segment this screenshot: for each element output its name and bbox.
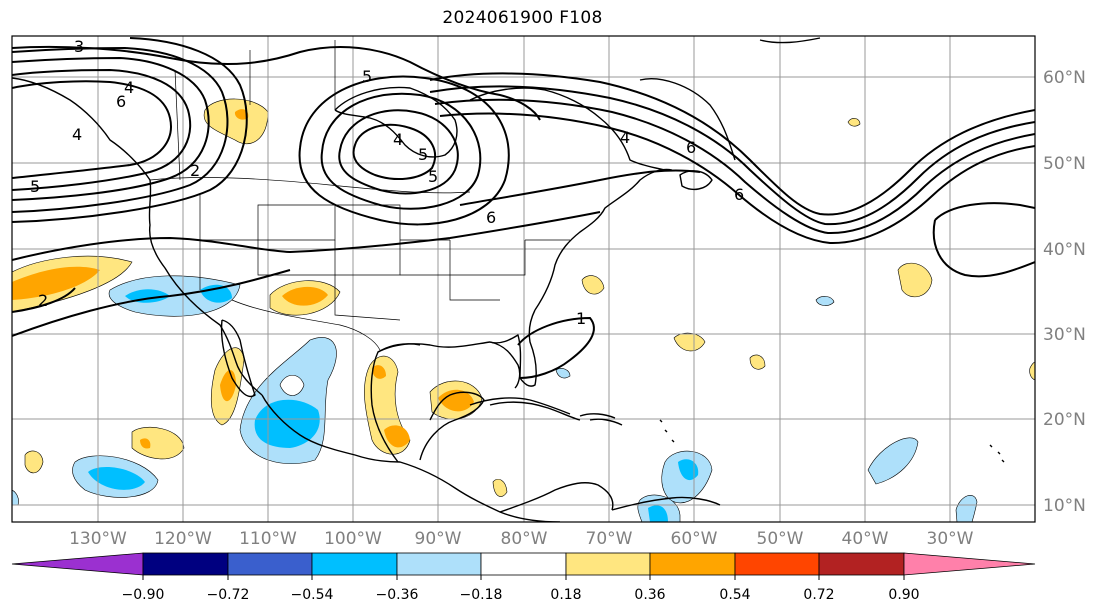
shade-pacific-orange <box>12 266 100 300</box>
lat-label: 60°N <box>1043 68 1086 88</box>
lat-label: 40°N <box>1043 240 1086 260</box>
contour-label: 4 <box>620 128 630 147</box>
colorbar-bin <box>818 552 905 576</box>
colorbar <box>11 552 1036 576</box>
lon-label: 130°W <box>69 529 127 549</box>
shade-atl-lightblue-1 <box>867 437 919 485</box>
colorbar-bin <box>734 552 820 576</box>
shade-gulf-orange-1 <box>384 425 410 448</box>
shade-ep-yellow-3 <box>492 479 508 497</box>
contour-label: 2 <box>190 161 200 180</box>
contour-labels: 3 5 4 6 4 5 2 2 5 4 5 6 6 4 6 1 <box>30 37 744 328</box>
lon-label: 70°W <box>586 529 633 549</box>
contour-label: 6 <box>734 185 744 204</box>
lon-label: 100°W <box>324 529 382 549</box>
shade-atl-lightblue-3 <box>815 296 835 306</box>
contour-label: 5 <box>418 145 428 164</box>
contour-label: 4 <box>124 78 134 97</box>
shade-mexico-hole <box>279 374 305 396</box>
shaded-anomaly-fields <box>12 98 1035 522</box>
colorbar-label: 0.36 <box>634 587 665 603</box>
colorbar-label: −0.90 <box>122 587 165 603</box>
shade-atl-lightblue-5 <box>555 368 571 379</box>
shade-ep-blue <box>88 467 145 490</box>
lat-label: 30°N <box>1043 325 1086 345</box>
shade-central-orange <box>282 286 328 306</box>
latitude-axis: 60°N 50°N 40°N 30°N 20°N 10°N <box>1043 68 1086 516</box>
shade-nw-yellow <box>203 98 269 145</box>
lon-label: 110°W <box>239 529 297 549</box>
shade-gulf-orange-2 <box>372 365 386 379</box>
contour-label: 2 <box>38 291 48 310</box>
contour-label: 4 <box>72 125 82 144</box>
colorbar-label: −0.36 <box>376 587 419 603</box>
shade-ep-orange <box>140 438 151 449</box>
colorbar-extend-low <box>11 552 144 576</box>
shade-yucatan-orange <box>438 389 474 412</box>
lon-label: 30°W <box>927 529 974 549</box>
shade-mexico-blue <box>254 399 320 448</box>
shade-carib-blue <box>678 459 699 481</box>
contour-label: 4 <box>393 130 403 149</box>
contour-label: 5 <box>428 167 438 186</box>
shade-atl-yellow-6 <box>1029 361 1035 381</box>
colorbar-labels: −0.90 −0.72 −0.54 −0.36 −0.18 0.18 0.36 … <box>122 587 920 603</box>
lon-label: 60°W <box>671 529 718 549</box>
colorbar-ticks <box>142 575 905 580</box>
shade-atl-yellow-4 <box>897 262 933 298</box>
shade-atl-yellow-1 <box>581 275 605 295</box>
lat-label: 50°N <box>1043 154 1086 174</box>
coastlines <box>12 37 1005 522</box>
lat-label: 20°N <box>1043 410 1086 430</box>
lon-label: 40°W <box>842 529 889 549</box>
colorbar-label: 0.90 <box>888 587 919 603</box>
colorbar-bin <box>311 552 398 576</box>
lon-label: 80°W <box>501 529 548 549</box>
map-frame <box>11 35 1036 523</box>
contour-label: 5 <box>362 67 372 86</box>
shade-atl-yellow-3 <box>749 354 766 370</box>
contour-label: 1 <box>576 309 586 328</box>
colorbar-label: 0.54 <box>719 587 750 603</box>
colorbar-bin <box>649 552 736 576</box>
contour-label: 3 <box>74 37 84 56</box>
lon-label: 90°W <box>415 529 462 549</box>
colorbar-extend-high <box>903 552 1036 576</box>
lat-label: 10°N <box>1043 496 1086 516</box>
lon-label: 120°W <box>154 529 212 549</box>
colorbar-label: 0.72 <box>803 587 834 603</box>
gridlines <box>12 36 1035 522</box>
colorbar-label: 0.18 <box>550 587 581 603</box>
longitude-axis: 130°W 120°W 110°W 100°W 90°W 80°W 70°W 6… <box>69 529 974 549</box>
contour-lines <box>12 37 1035 379</box>
map-title: 2024061900 F108 <box>442 8 603 28</box>
colorbar-bin <box>396 552 482 576</box>
shade-ep-yellow-2 <box>24 450 44 474</box>
colorbar-label: −0.18 <box>460 587 503 603</box>
colorbar-label: −0.72 <box>207 587 250 603</box>
contour-label: 6 <box>486 208 496 227</box>
political-boundaries <box>149 40 570 351</box>
shade-ep-yellow-1 <box>131 426 185 460</box>
colorbar-bin <box>565 552 651 576</box>
contour-label: 5 <box>30 177 40 196</box>
contour-label: 6 <box>686 138 696 157</box>
colorbar-bin <box>142 552 229 576</box>
shade-nw-orange <box>234 109 249 120</box>
shade-carib2-blue <box>648 505 668 522</box>
colorbar-bin <box>480 552 567 576</box>
shade-atl-yellow-5 <box>847 118 861 127</box>
colorbar-label: −0.54 <box>291 587 334 603</box>
shade-sw-blue-2 <box>200 284 232 303</box>
lon-label: 50°W <box>757 529 804 549</box>
contour-label: 6 <box>116 92 126 111</box>
colorbar-bin <box>227 552 313 576</box>
